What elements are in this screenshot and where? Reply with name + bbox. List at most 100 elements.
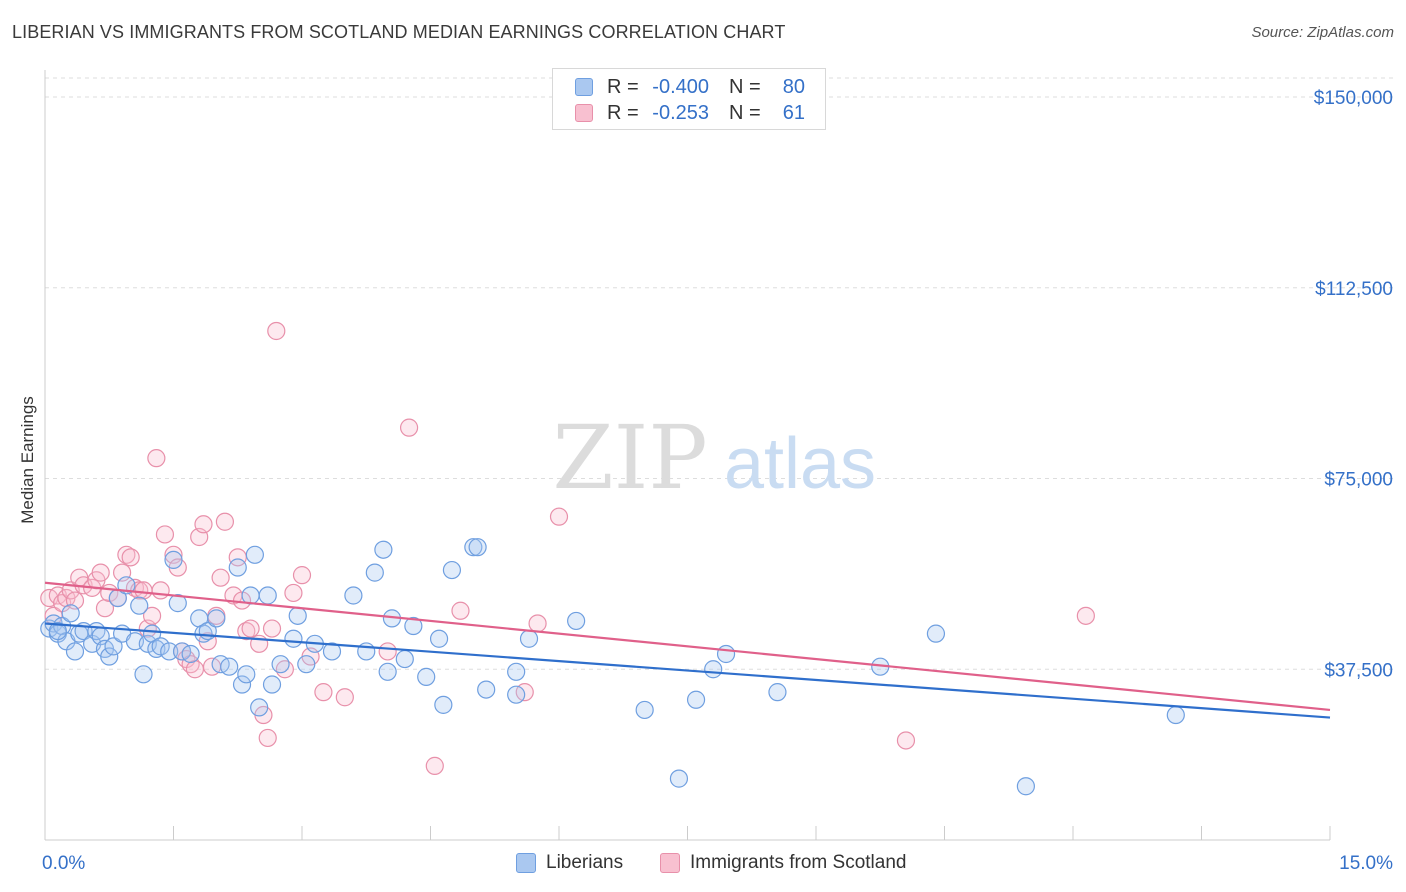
y-tick-label: $75,000 bbox=[1324, 470, 1393, 491]
data-point bbox=[686, 690, 706, 709]
data-point bbox=[374, 540, 393, 559]
series-swatch-scotland bbox=[660, 853, 680, 873]
data-point bbox=[1166, 705, 1185, 725]
data-point bbox=[378, 662, 397, 681]
data-point bbox=[160, 642, 179, 661]
data-point bbox=[635, 700, 654, 720]
data-point bbox=[314, 683, 333, 702]
series-legend-liberians[interactable]: Liberians bbox=[516, 852, 623, 874]
data-point bbox=[716, 644, 736, 664]
data-point bbox=[207, 609, 226, 628]
legend-r-value: -0.400 bbox=[652, 75, 709, 98]
data-point bbox=[61, 604, 80, 623]
chart-title: LIBERIAN VS IMMIGRANTS FROM SCOTLAND MED… bbox=[12, 22, 786, 42]
y-axis-label: Median Earnings bbox=[18, 396, 37, 524]
data-point bbox=[147, 449, 166, 468]
data-point bbox=[250, 698, 269, 717]
data-point bbox=[271, 655, 290, 674]
data-point bbox=[519, 629, 539, 648]
data-point bbox=[528, 614, 547, 633]
data-point bbox=[322, 642, 342, 661]
legend-swatch-scotland bbox=[575, 104, 593, 122]
data-point bbox=[130, 596, 149, 615]
legend-n-label: N = bbox=[729, 75, 761, 98]
data-point bbox=[245, 545, 264, 564]
data-point bbox=[335, 688, 354, 707]
series-legend: Liberians Immigrants from Scotland bbox=[0, 852, 1406, 878]
data-point bbox=[164, 550, 183, 569]
data-point bbox=[65, 642, 85, 661]
y-tick-label: $37,500 bbox=[1324, 660, 1393, 681]
data-point bbox=[215, 512, 234, 531]
data-point bbox=[267, 321, 286, 341]
data-point bbox=[477, 680, 496, 699]
legend-swatch-liberians bbox=[575, 78, 593, 96]
data-point bbox=[288, 606, 307, 625]
data-point bbox=[241, 619, 260, 638]
data-point bbox=[134, 581, 153, 600]
data-point bbox=[142, 606, 162, 625]
y-tick-label: $112,500 bbox=[1315, 279, 1393, 300]
trend-line bbox=[44, 581, 1331, 712]
x-tick-labels: 0.0% 15.0% bbox=[42, 853, 1393, 874]
trend-line bbox=[44, 622, 1331, 719]
data-point bbox=[155, 525, 175, 544]
data-point bbox=[228, 558, 247, 577]
correlation-legend: R = -0.400 N = 80 R = -0.253 N = 61 bbox=[552, 68, 826, 130]
data-point bbox=[181, 644, 200, 664]
x-tick-label: 0.0% bbox=[42, 853, 85, 874]
data-point bbox=[262, 675, 282, 694]
data-point bbox=[151, 581, 170, 600]
data-point bbox=[507, 662, 526, 681]
data-point bbox=[258, 586, 277, 605]
data-point bbox=[896, 731, 916, 750]
data-point bbox=[262, 619, 282, 638]
x-tick-label: 15.0% bbox=[1339, 853, 1393, 874]
data-point bbox=[185, 660, 205, 679]
data-point bbox=[704, 660, 723, 679]
data-point bbox=[100, 647, 119, 666]
data-point bbox=[284, 629, 303, 648]
data-point bbox=[1016, 777, 1035, 796]
y-tick-labels: $37,500 $75,000 $112,500 $150,000 bbox=[1314, 88, 1393, 681]
data-point bbox=[434, 695, 453, 714]
series-swatch-liberians bbox=[516, 853, 536, 873]
data-point bbox=[237, 665, 256, 684]
legend-n-value: 61 bbox=[782, 101, 805, 124]
data-point bbox=[567, 611, 586, 631]
legend-n-label: N = bbox=[729, 101, 761, 124]
data-point bbox=[297, 655, 316, 674]
data-point bbox=[232, 675, 252, 694]
data-point bbox=[134, 665, 153, 684]
data-point bbox=[121, 548, 140, 567]
data-point bbox=[194, 515, 213, 534]
data-point bbox=[468, 538, 487, 557]
series-legend-scotland[interactable]: Immigrants from Scotland bbox=[660, 852, 906, 874]
legend-row-scotland: R = -0.253 N = 61 bbox=[575, 101, 805, 125]
data-point bbox=[507, 685, 526, 704]
data-point bbox=[442, 560, 462, 580]
series-label-liberians: Liberians bbox=[546, 852, 624, 873]
watermark: ZIP atlas bbox=[552, 406, 876, 509]
data-point bbox=[1076, 606, 1095, 625]
legend-r-value: -0.253 bbox=[652, 101, 709, 124]
legend-r-label: R = bbox=[607, 75, 639, 98]
data-point bbox=[395, 649, 414, 669]
data-point bbox=[378, 642, 397, 661]
data-point bbox=[549, 507, 569, 526]
watermark-atlas: atlas bbox=[724, 424, 876, 504]
grid-lines bbox=[45, 77, 1396, 670]
data-point bbox=[151, 637, 170, 656]
chart-source: Source: ZipAtlas.com bbox=[1251, 24, 1394, 41]
data-point bbox=[926, 624, 946, 643]
data-points bbox=[40, 321, 1185, 796]
watermark-zip: ZIP bbox=[552, 406, 707, 509]
data-point bbox=[48, 621, 67, 641]
trend-lines bbox=[44, 581, 1331, 719]
data-point bbox=[451, 601, 470, 620]
data-point bbox=[168, 594, 187, 613]
y-tick-label: $150,000 bbox=[1314, 88, 1393, 109]
data-point bbox=[104, 637, 123, 656]
series-label-scotland: Immigrants from Scotland bbox=[690, 852, 907, 873]
